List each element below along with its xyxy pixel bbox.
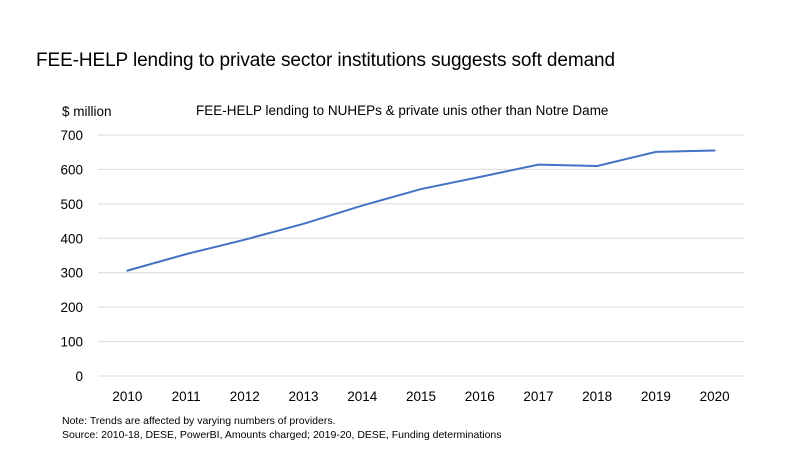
x-tick-label: 2015 <box>406 389 436 404</box>
x-tick-label: 2014 <box>347 389 378 404</box>
x-tick-label: 2011 <box>172 389 201 404</box>
series-line <box>126 149 716 272</box>
y-tick-label: 700 <box>60 128 83 143</box>
source-text: Source: 2010-18, DESE, PowerBI, Amounts … <box>62 429 502 441</box>
x-tick-label: 2012 <box>230 389 260 404</box>
x-tick-label: 2016 <box>465 389 495 404</box>
y-tick-label: 500 <box>60 197 83 212</box>
x-tick-label: 2010 <box>112 389 142 404</box>
y-tick-label: 0 <box>75 369 83 384</box>
x-tick-label: 2017 <box>523 389 553 404</box>
y-tick-label: 400 <box>60 231 83 246</box>
note-text: Note: Trends are affected by varying num… <box>62 415 336 427</box>
x-tick-label: 2019 <box>641 389 671 404</box>
x-tick-label: 2020 <box>700 389 730 404</box>
y-tick-label: 200 <box>60 300 83 315</box>
x-tick-label: 2013 <box>289 389 319 404</box>
chart-title: FEE-HELP lending to private sector insti… <box>36 50 615 71</box>
chart-subtitle: FEE-HELP lending to NUHEPs & private uni… <box>196 103 609 118</box>
y-tick-label: 300 <box>60 266 83 281</box>
y-axis-label: $ million <box>62 104 112 119</box>
y-tick-label: 600 <box>60 162 83 177</box>
chart-notes: Note: Trends are affected by varying num… <box>62 414 502 442</box>
y-tick-label: 100 <box>60 335 83 350</box>
x-tick-label: 2018 <box>582 389 612 404</box>
